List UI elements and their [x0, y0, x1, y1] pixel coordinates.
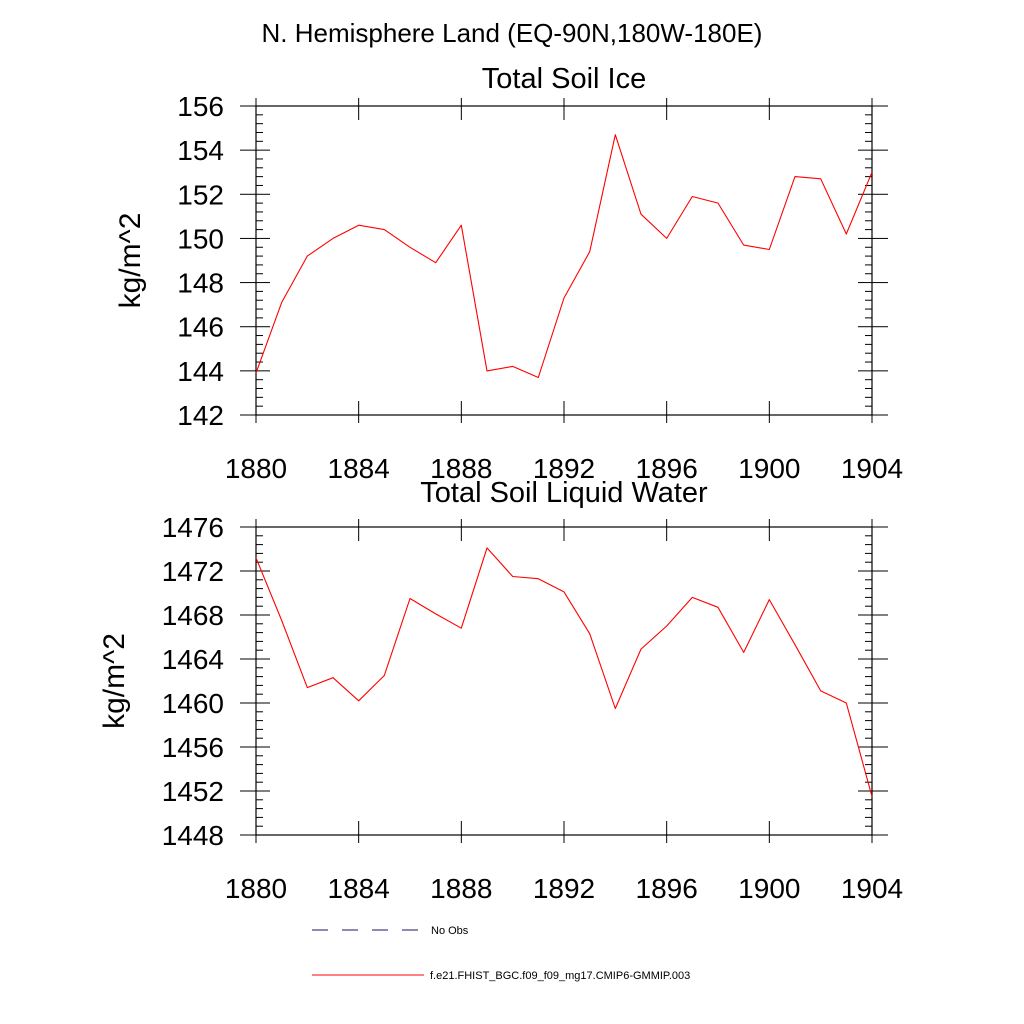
x-tick-label: 1900: [738, 873, 800, 904]
y-tick-label: 1476: [162, 512, 224, 543]
x-tick-label: 1888: [430, 453, 492, 484]
x-tick-label: 1892: [533, 873, 595, 904]
x-tick-label: 1884: [328, 453, 390, 484]
x-tick-label: 1896: [636, 873, 698, 904]
y-tick-label: 1452: [162, 776, 224, 807]
y-tick-label: 150: [177, 223, 224, 254]
y-tick-label: 148: [177, 268, 224, 299]
legend-label-model: f.e21.FHIST_BGC.f09_f09_mg17.CMIP6-GMMIP…: [430, 970, 690, 982]
series-line: [255, 547, 873, 797]
y-axis-label: kg/m^2: [98, 633, 131, 729]
y-tick-label: 1468: [162, 600, 224, 631]
series-line: [255, 134, 873, 379]
panel-total-soil-liquid-water: Total Soil Liquid Water kg/m^2 1880 1884 188…: [98, 477, 903, 904]
y-axis-label: kg/m^2: [114, 213, 147, 309]
figure-title: N. Hemisphere Land (EQ-90N,180W-180E): [262, 18, 763, 48]
y-tick-label: 1464: [162, 644, 224, 675]
panel-title: Total Soil Ice: [482, 63, 646, 95]
y-tick-label: 156: [177, 91, 224, 122]
y-tick-label: 1460: [162, 688, 224, 719]
x-tick-label: 1880: [225, 873, 287, 904]
legend: No Obs f.e21.FHIST_BGC.f09_f09_mg17.CMIP…: [312, 925, 690, 982]
x-tick-label: 1896: [636, 453, 698, 484]
plot-frame: [255, 526, 873, 836]
x-tick-label: 1888: [430, 873, 492, 904]
y-tick-label: 1456: [162, 732, 224, 763]
y-tick-label: 1448: [162, 820, 224, 851]
y-tick-label: 146: [177, 312, 224, 343]
x-tick-label: 1904: [841, 453, 903, 484]
x-tick-label: 1892: [533, 453, 595, 484]
y-tick-label: 152: [177, 179, 224, 210]
legend-label-no-obs: No Obs: [431, 925, 469, 937]
x-tick-label: 1884: [328, 873, 390, 904]
x-tick-label: 1904: [841, 873, 903, 904]
panel-total-soil-ice: Total Soil Ice kg/m^2 1880 1884 1888 1892 1896…: [114, 63, 903, 484]
x-tick-label: 1900: [738, 453, 800, 484]
y-tick-label: 1472: [162, 556, 224, 587]
x-tick-label: 1880: [225, 453, 287, 484]
plot-frame: [255, 105, 873, 416]
y-tick-label: 144: [177, 356, 224, 387]
panel-title: Total Soil Liquid Water: [420, 477, 708, 509]
y-tick-label: 154: [177, 135, 224, 166]
y-tick-label: 142: [177, 400, 224, 431]
